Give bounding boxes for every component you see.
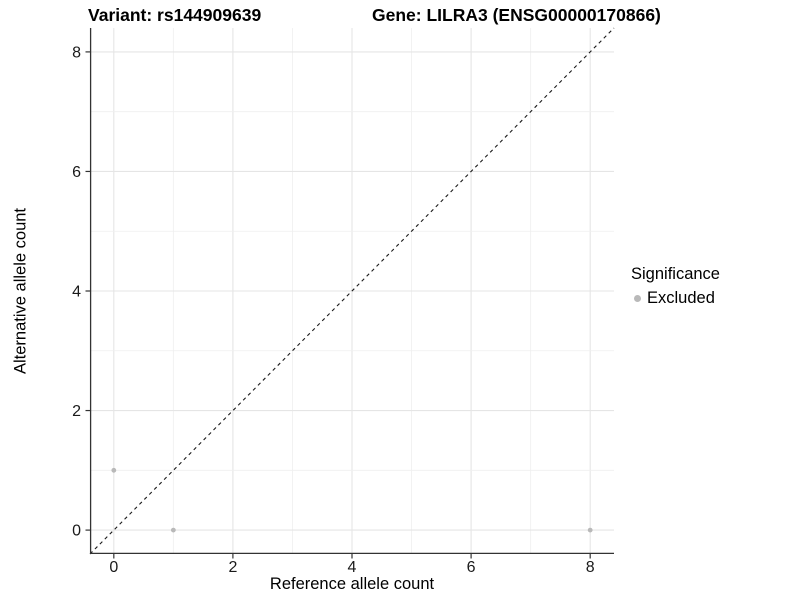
plot-panel: 0 2 4 6 8 0 2 4 6 8 [72, 27, 615, 576]
plot-area-svg: 0 2 4 6 8 0 2 4 6 8 [72, 27, 615, 576]
legend-point-icon [634, 295, 641, 302]
data-point-0-1 [111, 467, 117, 473]
data-point-1-0 [170, 527, 176, 533]
x-tick-label-8: 8 [586, 559, 595, 576]
variant-title: Variant: rs144909639 [88, 5, 262, 25]
gene-title: Gene: LILRA3 (ENSG00000170866) [372, 5, 661, 25]
y-tick-label-2: 2 [72, 403, 81, 420]
y-tick-label-0: 0 [72, 523, 81, 540]
identity-reference-line [89, 27, 615, 555]
x-tick-label-6: 6 [467, 559, 476, 576]
legend-item-label: Excluded [647, 289, 715, 307]
legend: Significance Excluded [631, 265, 720, 308]
data-point-8-0 [587, 527, 593, 533]
x-axis-title: Reference allele count [269, 575, 435, 593]
legend-item-excluded: Excluded [631, 289, 720, 308]
y-tick-label-8: 8 [72, 44, 81, 61]
x-tick-label-2: 2 [228, 559, 237, 576]
y-tick-label-4: 4 [72, 284, 81, 301]
y-axis-title: Alternative allele count [11, 207, 30, 375]
x-tick-label-0: 0 [109, 559, 118, 576]
y-tick-label-6: 6 [72, 164, 81, 181]
x-tick-label-4: 4 [348, 559, 357, 576]
legend-title: Significance [631, 265, 720, 283]
